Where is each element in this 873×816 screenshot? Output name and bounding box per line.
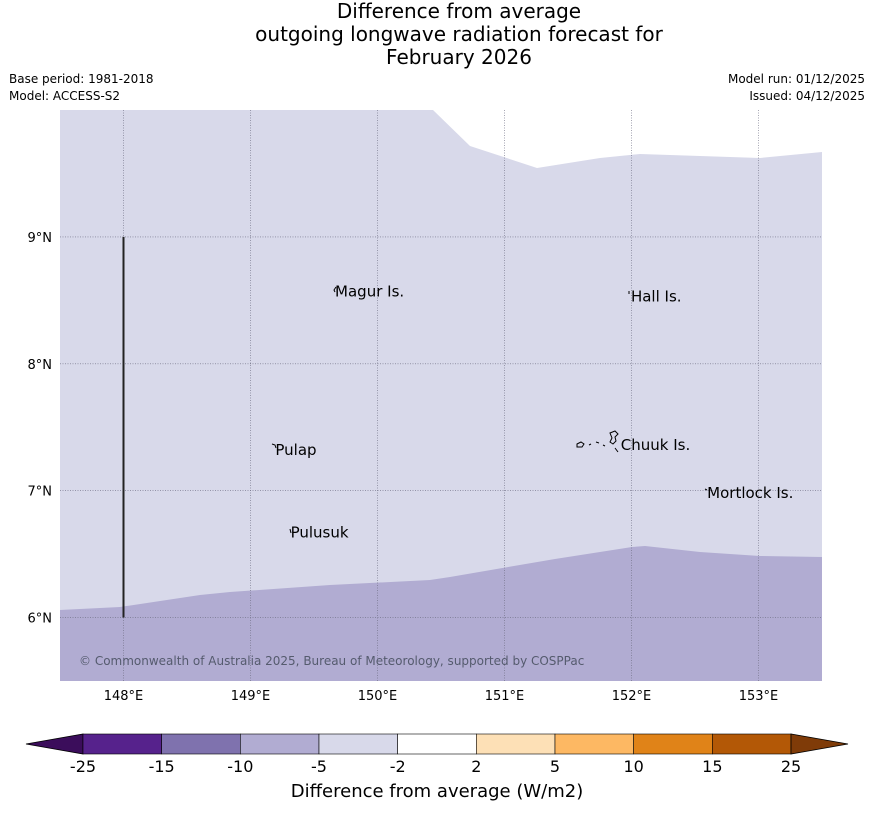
longitude-label: 152°E — [612, 689, 652, 704]
colorbar-tick-label: -2 — [390, 757, 406, 776]
colorbar-extend-high — [790, 733, 849, 755]
base-period: Base period: 1981-2018 — [9, 72, 154, 86]
colorbar-tick-label: 10 — [623, 757, 643, 776]
axis-labels: 148°E 149°E 150°E 151°E 152°E 153°E 6°N 7°N 8°N 9… — [28, 231, 779, 704]
pulusuk-island-shape — [289, 528, 292, 534]
longitude-label: 151°E — [485, 689, 525, 704]
colorbar: -25 -15 -10 -5 -2 2 5 10 15 25 — [25, 733, 849, 776]
chuuk-lagoon-shape — [576, 430, 619, 453]
colorbar-segment — [161, 733, 241, 755]
region-minus5-to-minus2 — [60, 110, 822, 610]
place-label-pulusuk: Pulusuk — [291, 524, 349, 542]
graticule — [60, 110, 822, 681]
place-label-magur-is: Magur Is. — [335, 282, 404, 300]
region-no-data — [433, 110, 822, 168]
meta-right: Model run: 01/12/2025 Issued: 04/12/2025 — [728, 71, 865, 105]
latitude-label: 6°N — [28, 612, 53, 627]
pulap-island-shape — [271, 443, 277, 449]
place-label-pulap: Pulap — [275, 441, 316, 459]
place-label-hall-is: Hall Is. — [631, 288, 682, 306]
island-outlines — [271, 286, 708, 534]
colorbar-tick-label: 25 — [781, 757, 801, 776]
magur-island-shape — [333, 286, 337, 293]
longitude-label: 149°E — [231, 689, 271, 704]
map-title: Difference from average outgoing longwav… — [0, 0, 873, 69]
title-line-1: Difference from average — [336, 0, 582, 23]
colorbar-tick-label: 5 — [550, 757, 560, 776]
latitude-label: 7°N — [28, 485, 53, 500]
colorbar-extend-low — [25, 733, 84, 755]
colorbar-segment — [240, 733, 320, 755]
longitude-label: 148°E — [104, 689, 144, 704]
place-labels: Magur Is. Hall Is. Pulap Chuuk Is. Mortlock … — [275, 282, 793, 541]
colorbar-title: Difference from average (W/m2) — [291, 781, 583, 802]
longitude-label: 153°E — [739, 689, 779, 704]
colorbar-segment — [633, 733, 713, 755]
latitude-label: 9°N — [28, 231, 53, 246]
copyright-notice: © Commonwealth of Australia 2025, Bureau… — [79, 654, 584, 668]
model-name: Model: ACCESS-S2 — [9, 89, 121, 103]
colorbar-segment — [318, 733, 398, 755]
colorbar-tick-label: 15 — [702, 757, 722, 776]
colorbar-tick-label: -10 — [227, 757, 253, 776]
colorbar-segment — [82, 733, 162, 755]
issued-date: Issued: 04/12/2025 — [749, 89, 865, 103]
meta-left: Base period: 1981-2018 Model: ACCESS-S2 — [9, 71, 154, 105]
colorbar-tick-label: -25 — [70, 757, 96, 776]
colorbar-segment — [476, 733, 556, 755]
model-run: Model run: 01/12/2025 — [727, 72, 865, 86]
title-line-2: outgoing longwave radiation forecast for — [255, 22, 663, 46]
title-line-3: February 2026 — [386, 45, 532, 69]
place-label-chuuk-is: Chuuk Is. — [621, 436, 690, 454]
colorbar-tick-label: -5 — [311, 757, 327, 776]
colorbar-tick-label: 2 — [471, 757, 481, 776]
colorbar-tick-label: -15 — [149, 757, 175, 776]
longitude-label: 150°E — [358, 689, 398, 704]
colorbar-segment — [554, 733, 634, 755]
mortlock-island-shape — [704, 488, 708, 491]
latitude-label: 8°N — [28, 358, 53, 373]
colorbar-segment — [397, 733, 477, 755]
map-plot-area: Magur Is. Hall Is. Pulap Chuuk Is. Mortlock … — [60, 110, 822, 681]
place-label-mortlock-is: Mortlock Is. — [707, 484, 793, 502]
colorbar-segment — [712, 733, 792, 755]
